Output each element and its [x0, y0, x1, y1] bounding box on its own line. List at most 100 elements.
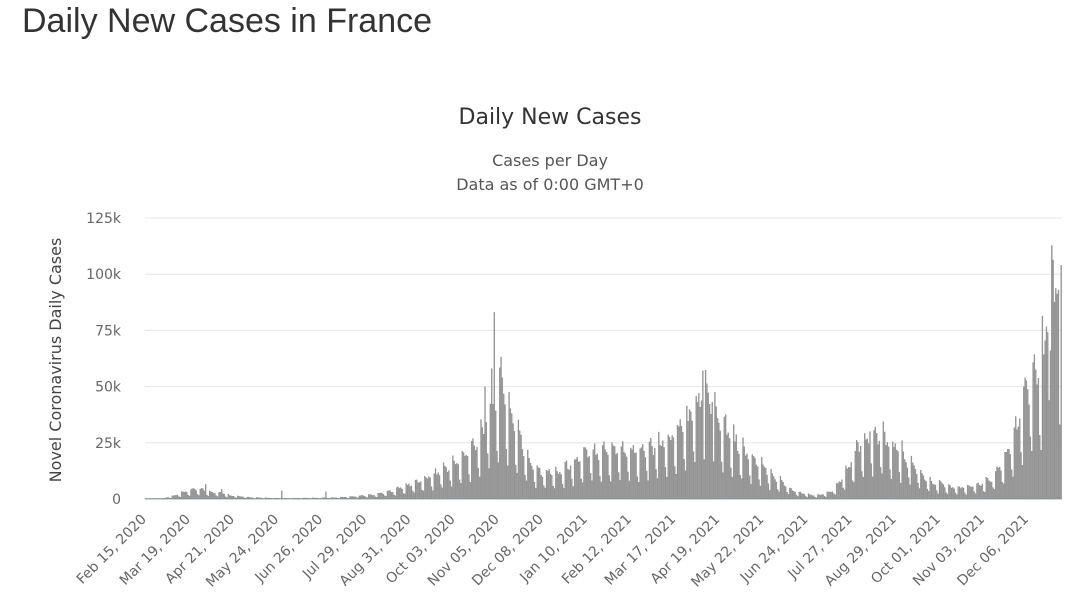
daily-cases-bar[interactable]: [356, 497, 358, 500]
daily-cases-bar[interactable]: [953, 488, 955, 500]
daily-cases-bar[interactable]: [516, 473, 518, 500]
daily-cases-bar[interactable]: [242, 496, 244, 500]
daily-cases-bar[interactable]: [767, 483, 770, 500]
daily-cases-bar[interactable]: [1047, 332, 1049, 500]
daily-cases-bar[interactable]: [806, 497, 808, 500]
daily-cases-bar[interactable]: [560, 474, 562, 500]
daily-cases-bar[interactable]: [204, 484, 207, 500]
daily-cases-bar[interactable]: [750, 484, 752, 500]
daily-cases-bar[interactable]: [576, 457, 578, 500]
daily-cases-bar[interactable]: [266, 497, 268, 500]
daily-cases-bar[interactable]: [444, 465, 446, 500]
daily-cases-bar[interactable]: [319, 498, 322, 500]
daily-cases-bar[interactable]: [901, 440, 903, 500]
daily-cases-bar[interactable]: [511, 413, 513, 500]
daily-cases-bar[interactable]: [805, 496, 807, 500]
daily-cases-bar[interactable]: [200, 488, 203, 500]
daily-cases-bar[interactable]: [682, 432, 684, 500]
daily-cases-bar[interactable]: [422, 490, 425, 500]
daily-cases-bar[interactable]: [392, 492, 394, 500]
daily-cases-bar[interactable]: [564, 461, 566, 500]
daily-cases-bar[interactable]: [972, 486, 974, 500]
daily-cases-bar[interactable]: [385, 496, 387, 500]
daily-cases-bar[interactable]: [213, 492, 215, 500]
daily-cases-bar[interactable]: [345, 497, 347, 500]
daily-cases-bar[interactable]: [192, 488, 195, 500]
daily-cases-bar[interactable]: [489, 403, 491, 500]
daily-cases-bar[interactable]: [977, 482, 979, 500]
daily-cases-bar[interactable]: [150, 498, 152, 500]
daily-cases-bar[interactable]: [342, 497, 344, 500]
daily-cases-bar[interactable]: [819, 495, 822, 500]
daily-cases-bar[interactable]: [509, 408, 512, 500]
daily-cases-bar[interactable]: [880, 467, 882, 500]
daily-cases-bar[interactable]: [476, 446, 478, 500]
daily-cases-bar[interactable]: [466, 455, 469, 500]
daily-cases-bar[interactable]: [258, 497, 260, 500]
daily-cases-bar[interactable]: [480, 419, 482, 500]
daily-cases-bar[interactable]: [491, 368, 493, 500]
daily-cases-bar[interactable]: [1039, 435, 1041, 500]
daily-cases-bar[interactable]: [989, 481, 991, 500]
daily-cases-bar[interactable]: [170, 498, 172, 500]
daily-cases-bar[interactable]: [273, 498, 275, 500]
daily-cases-bar[interactable]: [655, 469, 657, 500]
daily-cases-bar[interactable]: [313, 497, 315, 500]
daily-cases-bar[interactable]: [882, 421, 884, 500]
daily-cases-bar[interactable]: [253, 498, 255, 500]
daily-cases-bar[interactable]: [409, 486, 411, 500]
daily-cases-bar[interactable]: [194, 489, 196, 500]
daily-cases-bar[interactable]: [195, 490, 197, 500]
daily-cases-bar[interactable]: [311, 497, 314, 500]
daily-cases-bar[interactable]: [401, 488, 403, 500]
daily-cases-bar[interactable]: [853, 482, 855, 500]
daily-cases-bar[interactable]: [537, 467, 540, 500]
daily-cases-bar[interactable]: [622, 441, 624, 500]
daily-cases-bar[interactable]: [315, 497, 318, 500]
daily-cases-bar[interactable]: [668, 436, 671, 500]
daily-cases-bar[interactable]: [362, 495, 365, 500]
daily-cases-bar[interactable]: [718, 422, 720, 500]
daily-cases-bar[interactable]: [162, 498, 164, 500]
daily-cases-bar[interactable]: [716, 418, 719, 500]
daily-cases-bar[interactable]: [893, 447, 895, 500]
daily-cases-bar[interactable]: [973, 491, 975, 500]
daily-cases-bar[interactable]: [579, 461, 581, 500]
daily-cases-bar[interactable]: [980, 486, 982, 500]
daily-cases-bar[interactable]: [484, 386, 486, 500]
daily-cases-bar[interactable]: [146, 498, 148, 500]
daily-cases-bar[interactable]: [524, 475, 526, 500]
daily-cases-bar[interactable]: [920, 470, 922, 500]
daily-cases-bar[interactable]: [588, 456, 590, 500]
daily-cases-bar[interactable]: [957, 486, 959, 500]
daily-cases-bar[interactable]: [902, 451, 905, 500]
daily-cases-bar[interactable]: [847, 466, 850, 500]
daily-cases-bar[interactable]: [388, 490, 390, 500]
daily-cases-bar[interactable]: [210, 491, 212, 500]
daily-cases-bar[interactable]: [535, 488, 537, 500]
daily-cases-bar[interactable]: [749, 475, 751, 500]
daily-cases-bar[interactable]: [377, 492, 379, 500]
daily-cases-bar[interactable]: [704, 370, 707, 500]
daily-cases-bar[interactable]: [702, 370, 704, 500]
daily-cases-bar[interactable]: [496, 450, 498, 500]
daily-cases-bar[interactable]: [318, 498, 320, 500]
daily-cases-bar[interactable]: [183, 492, 185, 500]
daily-cases-bar[interactable]: [850, 462, 852, 500]
daily-cases-bar[interactable]: [854, 451, 856, 500]
daily-cases-bar[interactable]: [686, 405, 688, 500]
daily-cases-bar[interactable]: [172, 495, 175, 500]
daily-cases-bar[interactable]: [675, 474, 677, 500]
daily-cases-bar[interactable]: [874, 427, 876, 500]
daily-cases-bar[interactable]: [331, 497, 334, 500]
daily-cases-bar[interactable]: [916, 473, 918, 500]
daily-cases-bar[interactable]: [608, 475, 610, 500]
daily-cases-bar[interactable]: [667, 434, 669, 500]
daily-cases-bar[interactable]: [254, 498, 256, 500]
daily-cases-bar[interactable]: [565, 460, 568, 500]
daily-cases-bar[interactable]: [674, 466, 676, 500]
daily-cases-bar[interactable]: [890, 479, 893, 500]
daily-cases-bar[interactable]: [618, 472, 620, 500]
daily-cases-bar[interactable]: [624, 453, 627, 500]
daily-cases-bar[interactable]: [1007, 449, 1009, 500]
